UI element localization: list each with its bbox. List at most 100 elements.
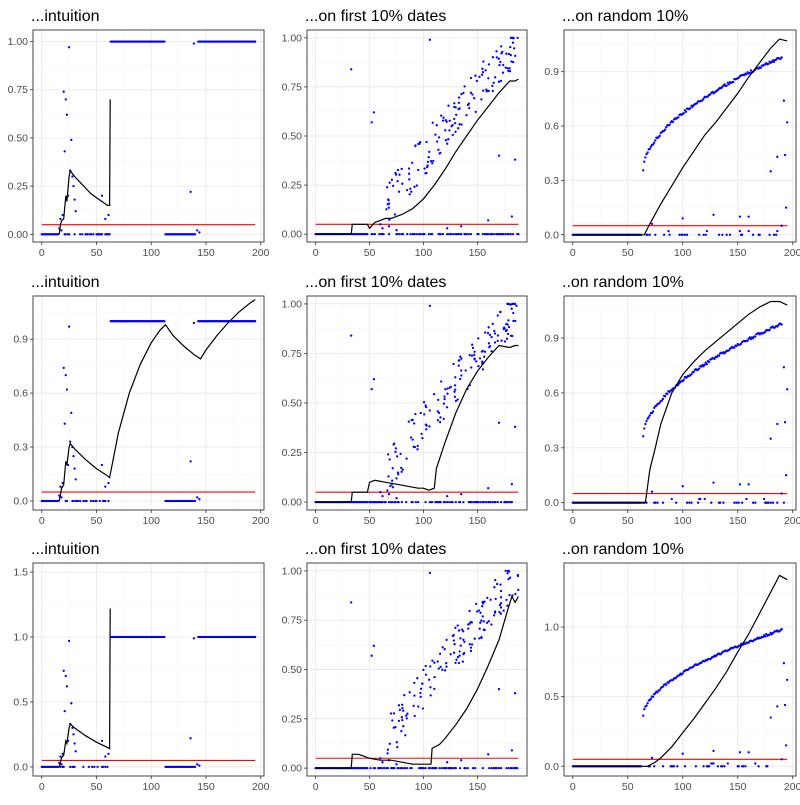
data-point xyxy=(424,766,427,770)
data-point xyxy=(776,501,779,504)
data-point xyxy=(767,501,770,504)
data-point xyxy=(656,501,659,504)
data-point xyxy=(681,217,684,220)
data-point xyxy=(480,636,483,640)
data-point xyxy=(457,364,460,367)
data-point xyxy=(65,388,69,391)
data-point xyxy=(107,213,110,217)
data-point xyxy=(465,232,468,236)
data-point xyxy=(448,129,451,132)
data-point xyxy=(379,491,382,494)
data-point xyxy=(401,703,404,706)
data-point xyxy=(782,501,786,504)
data-point xyxy=(449,653,452,656)
data-point xyxy=(460,759,463,762)
data-point xyxy=(74,750,77,753)
data-point xyxy=(703,497,706,501)
x-tick-label: 200 xyxy=(784,515,800,527)
data-point xyxy=(747,229,750,233)
data-point xyxy=(385,208,388,211)
y-tick-label: 0.3 xyxy=(13,442,28,454)
data-point xyxy=(462,630,465,633)
data-point xyxy=(446,761,449,764)
data-point xyxy=(502,609,505,612)
data-point xyxy=(459,644,462,647)
data-point xyxy=(459,637,462,640)
data-point xyxy=(401,468,404,471)
data-point xyxy=(654,692,657,695)
data-point xyxy=(392,712,396,715)
series-curve xyxy=(315,78,519,235)
x-tick-label: 50 xyxy=(622,515,634,527)
data-point xyxy=(64,233,67,236)
y-tick-label: 0.9 xyxy=(544,66,559,78)
data-point xyxy=(447,232,450,236)
data-point xyxy=(392,726,395,729)
data-point xyxy=(413,422,416,425)
data-point xyxy=(163,320,166,323)
data-point xyxy=(391,486,395,489)
data-point xyxy=(642,435,645,438)
data-point xyxy=(492,81,495,84)
data-point xyxy=(494,578,497,582)
data-point xyxy=(690,373,693,376)
data-point xyxy=(462,91,465,95)
panel-1: ...intuition 0 50 100 150 200 0.00 0.25 0.50 0.75… xyxy=(8,8,270,259)
data-point xyxy=(666,392,669,396)
data-point xyxy=(784,206,788,209)
x-tick-label: 150 xyxy=(197,247,215,259)
data-point xyxy=(469,620,472,624)
data-point xyxy=(481,615,484,618)
y-tick-label: 0.25 xyxy=(282,713,303,725)
series-curve xyxy=(315,344,519,503)
data-point xyxy=(413,445,417,449)
data-point xyxy=(93,765,96,769)
data-point xyxy=(644,156,647,159)
data-point xyxy=(784,744,788,747)
data-point xyxy=(459,355,462,358)
data-point xyxy=(440,114,443,117)
data-point xyxy=(428,766,432,770)
data-point xyxy=(387,199,390,202)
data-point xyxy=(463,651,466,655)
data-point xyxy=(494,500,497,504)
data-point xyxy=(758,233,761,236)
data-point xyxy=(428,409,431,412)
data-point xyxy=(397,766,400,770)
data-point xyxy=(405,457,408,460)
data-point xyxy=(496,500,500,504)
data-point xyxy=(435,124,438,127)
data-point xyxy=(425,165,429,169)
data-point xyxy=(508,303,512,306)
data-point xyxy=(468,106,471,110)
data-point xyxy=(460,374,463,377)
x-tick-label: 150 xyxy=(469,781,487,793)
data-point xyxy=(57,765,60,769)
data-point xyxy=(435,140,439,143)
data-point xyxy=(431,121,434,124)
data-point xyxy=(451,766,454,770)
data-point xyxy=(451,133,454,137)
data-point xyxy=(497,57,500,60)
data-point xyxy=(455,658,458,661)
data-point xyxy=(505,337,509,340)
data-point xyxy=(456,624,459,627)
y-tick-label: 0.50 xyxy=(282,398,303,410)
data-point xyxy=(456,232,460,236)
data-point xyxy=(496,339,499,343)
data-point xyxy=(505,598,508,602)
panel-8: ...on first 10% dates 0 50 100 150 0.00 0.25 0.… xyxy=(282,541,528,793)
data-point xyxy=(487,326,490,329)
data-point xyxy=(768,328,771,332)
data-point xyxy=(749,69,753,72)
y-tick-label: 0.50 xyxy=(282,131,303,143)
data-point xyxy=(709,93,712,96)
data-point xyxy=(496,334,500,337)
x-tick-label: 0 xyxy=(39,781,45,793)
data-point xyxy=(487,342,491,345)
data-point xyxy=(467,623,470,626)
data-point xyxy=(499,589,503,593)
data-point xyxy=(391,500,394,504)
data-point xyxy=(432,159,435,163)
data-point xyxy=(712,749,715,753)
